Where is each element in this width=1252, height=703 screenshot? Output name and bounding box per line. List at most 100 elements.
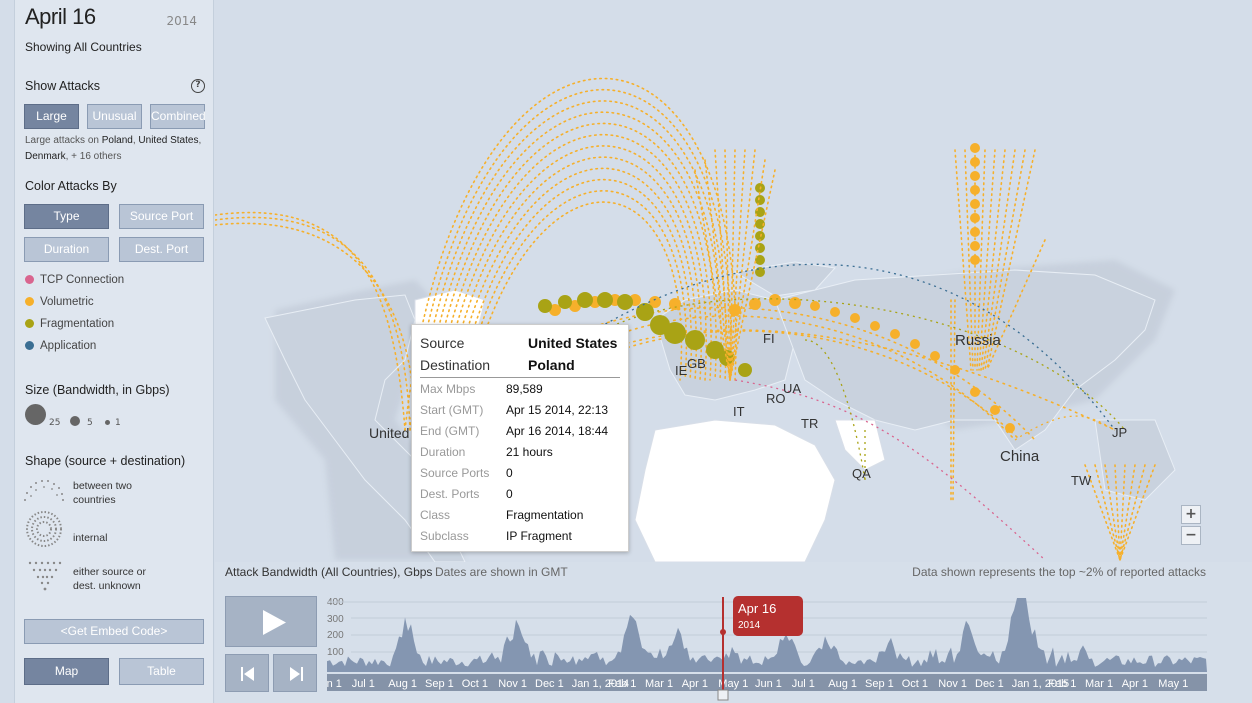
size-25-icon <box>25 404 46 425</box>
date-marker-badge <box>733 596 803 636</box>
map-label-ro: RO <box>766 391 786 406</box>
timeline-panel: Attack Bandwidth (All Countries), Gbps D… <box>215 562 1252 703</box>
country-link[interactable]: Poland <box>101 135 133 146</box>
arabia-shape <box>834 419 886 471</box>
x-tick-label: Jan 1, 2014 <box>572 678 630 690</box>
fragmentation-dot-icon <box>25 319 34 328</box>
skip-back-icon <box>241 667 254 681</box>
y-tick: 200 <box>327 630 344 641</box>
size-5-icon <box>70 416 80 426</box>
current-year: 2014 <box>166 14 197 28</box>
show-attacks-heading: Show Attacks <box>25 79 101 93</box>
size-1-icon <box>105 420 110 425</box>
x-tick-label: Aug 1 <box>828 678 857 690</box>
country-link[interactable]: Denmark <box>25 151 66 162</box>
previous-day-button[interactable] <box>225 654 269 692</box>
unusual-button[interactable]: Unusual <box>87 104 142 129</box>
table-view-button[interactable]: Table <box>119 658 204 685</box>
application-dot-icon <box>25 341 34 350</box>
x-tick-label: Feb 1 <box>608 678 636 690</box>
map-label-ua: UA <box>783 381 801 396</box>
next-day-button[interactable] <box>273 654 317 692</box>
combined-button[interactable]: Combined <box>150 104 206 129</box>
africa-shape <box>634 419 836 562</box>
x-tick-label: May 1 <box>1158 678 1188 690</box>
y-tick: 100 <box>327 647 344 658</box>
gmt-note: Dates are shown in GMT <box>435 565 568 579</box>
timeline-scrubber-handle[interactable] <box>717 689 729 701</box>
map-label-tr: TR <box>801 416 818 431</box>
large-attacks-desc: Large attacks on Poland, United States, D… <box>25 135 202 162</box>
attack-map[interactable]: United IE GB FI Russia UA RO IT TR QA Ch… <box>215 0 1252 562</box>
source-port-button[interactable]: Source Port <box>119 204 204 229</box>
x-tick-label: Jun 1 <box>327 678 342 690</box>
world-map[interactable]: United IE GB FI Russia UA RO IT TR QA Ch… <box>215 0 1252 562</box>
size-heading: Size (Bandwidth, in Gbps) <box>25 383 170 397</box>
x-tick-label: Sep 1 <box>425 678 454 690</box>
x-tick-label: Jul 1 <box>792 678 815 690</box>
bandwidth-area <box>327 598 1207 672</box>
x-tick-label: Mar 1 <box>645 678 673 690</box>
color-by-heading: Color Attacks By <box>25 179 117 193</box>
attack-tooltip: Source United States Destination Poland … <box>411 324 629 552</box>
unknown-shape-icon <box>28 561 62 591</box>
map-label-tw: TW <box>1071 473 1092 488</box>
x-tick-label: Nov 1 <box>938 678 967 690</box>
x-tick-label: Nov 1 <box>498 678 527 690</box>
legend-fragmentation: Fragmentation <box>25 318 114 330</box>
help-icon[interactable]: ? <box>191 79 205 93</box>
map-view-button[interactable]: Map <box>24 658 109 685</box>
top-attacks-note: Data shown represents the top ~2% of rep… <box>912 565 1206 579</box>
x-tick-label: Apr 1 <box>1122 678 1148 690</box>
x-tick-label: Jul 1 <box>352 678 375 690</box>
x-tick-label: Dec 1 <box>535 678 564 690</box>
tcp-dot-icon <box>25 275 34 284</box>
marker-year: 2014 <box>738 620 761 631</box>
tooltip-divider <box>420 377 620 378</box>
zoom-in-button[interactable]: + <box>1181 505 1201 524</box>
marker-date: Apr 16 <box>738 601 776 616</box>
map-label-it: IT <box>733 404 745 419</box>
legend-application: Application <box>25 340 96 352</box>
duration-button[interactable]: Duration <box>24 237 109 262</box>
x-tick-label: Oct 1 <box>462 678 488 690</box>
x-tick-label: Jun 1 <box>755 678 782 690</box>
timeline-axis-bar <box>327 674 1207 691</box>
map-label-ie: IE <box>675 363 688 378</box>
x-tick-label: Apr 1 <box>682 678 708 690</box>
embed-code-button[interactable]: <Get Embed Code> <box>24 619 204 644</box>
x-tick-label: May 1 <box>718 678 748 690</box>
tooltip-dest: Poland <box>528 357 575 373</box>
large-button[interactable]: Large <box>24 104 79 129</box>
asia-shape <box>774 269 1156 451</box>
shape-heading: Shape (source + destination) <box>25 454 186 468</box>
bandwidth-title: Attack Bandwidth (All Countries), Gbps <box>225 565 433 579</box>
arc-shape-icon <box>24 480 64 501</box>
country-link[interactable]: United States <box>138 135 199 146</box>
play-icon <box>263 610 286 635</box>
shape-between-label: between two countries <box>73 480 132 506</box>
map-label-russia: Russia <box>955 332 1002 349</box>
play-button[interactable] <box>225 596 317 647</box>
x-tick-label: Dec 1 <box>975 678 1004 690</box>
tooltip-source: United States <box>528 335 618 351</box>
country-filter-label: Showing All Countries <box>25 40 142 54</box>
map-label-fi: FI <box>763 331 775 346</box>
dest-port-button[interactable]: Dest. Port <box>119 237 204 262</box>
map-label-jp: JP <box>1112 425 1127 440</box>
sidebar: April 16 2014 Showing All Countries Show… <box>14 0 214 703</box>
legend-volumetric: Volumetric <box>25 296 94 308</box>
x-tick-label: Oct 1 <box>902 678 928 690</box>
x-tick-label: Sep 1 <box>865 678 894 690</box>
x-tick-label: Feb 1 <box>1048 678 1076 690</box>
legend-tcp: TCP Connection <box>25 274 124 286</box>
x-tick-label: Aug 1 <box>388 678 417 690</box>
current-date-dot <box>720 629 726 635</box>
internal-shape-icon <box>26 511 62 547</box>
zoom-out-button[interactable]: − <box>1181 526 1201 545</box>
map-label-us: United <box>369 425 409 441</box>
x-tick-label: Jan 1, 2015 <box>1012 678 1069 690</box>
type-button[interactable]: Type <box>24 204 109 229</box>
australia-shape <box>1094 419 1176 501</box>
